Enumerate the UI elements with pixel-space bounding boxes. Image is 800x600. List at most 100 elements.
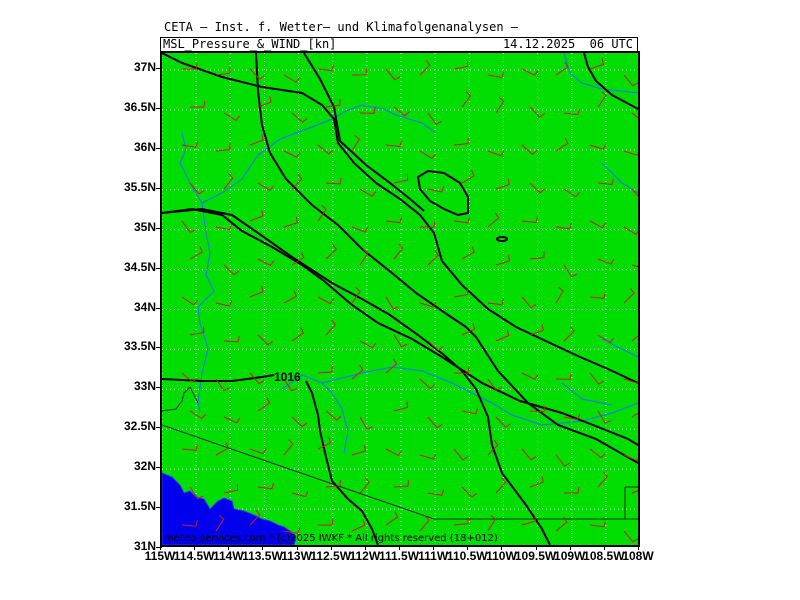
wind-barb — [495, 96, 505, 114]
wind-barb — [589, 220, 607, 229]
valid-time: 14.12.2025 06 UTC — [502, 37, 633, 51]
wind-barb — [317, 205, 327, 222]
wind-barb — [393, 173, 409, 184]
latitude-tick — [156, 187, 162, 189]
wind-barb — [325, 410, 342, 421]
wind-barb — [189, 486, 204, 500]
wind-barb — [461, 170, 475, 184]
wind-barb — [351, 226, 369, 233]
wind-barb — [631, 490, 638, 494]
wind-barb — [631, 412, 638, 418]
wind-barb — [521, 296, 537, 309]
wind-barb — [249, 448, 267, 455]
wind-barb — [461, 323, 476, 336]
wind-barb — [419, 221, 436, 228]
wind-barb — [555, 286, 564, 304]
latitude-label: 35N — [133, 219, 156, 234]
wind-barb — [385, 511, 399, 526]
wind-barb — [317, 144, 334, 155]
wind-barb — [351, 519, 366, 532]
wind-barb — [563, 413, 581, 421]
wind-barb — [215, 223, 233, 231]
wind-barb — [555, 137, 569, 152]
wind-barb — [325, 99, 341, 108]
wind-barb — [419, 378, 436, 390]
wind-barb — [317, 296, 335, 305]
wind-barb — [487, 212, 500, 228]
longitude-tick — [638, 545, 639, 550]
wind-barb — [427, 340, 444, 351]
wind-barb — [223, 112, 241, 122]
wind-barb — [597, 471, 608, 488]
latitude-tick — [156, 307, 162, 309]
wind-barb — [555, 373, 572, 380]
wind-barb — [495, 178, 510, 190]
latitude-label: 33.5N — [123, 339, 156, 354]
longitude-tick — [228, 545, 230, 550]
wind-barb — [257, 182, 275, 191]
wind-barb — [597, 178, 614, 185]
wind-barb — [215, 300, 233, 307]
wind-barb — [257, 258, 275, 267]
wind-barb — [589, 292, 606, 299]
wind-barb — [385, 216, 402, 224]
map-canvas — [162, 53, 638, 545]
wind-barb — [427, 186, 445, 193]
wind-barb — [529, 251, 545, 260]
longitude-tick — [399, 545, 400, 550]
latitude-tick — [156, 507, 162, 509]
wind-barb — [181, 444, 198, 451]
wind-barb — [589, 372, 605, 385]
longitude-label: 114.5W — [173, 549, 215, 563]
wind-barb — [453, 288, 469, 298]
wind-barb — [495, 477, 507, 494]
longitude-label: 109W — [554, 549, 586, 563]
lake-water — [162, 472, 297, 545]
wind-barb — [283, 290, 297, 304]
wind-barb — [453, 448, 469, 461]
wind-barb — [623, 74, 638, 87]
product-label: MSL_Pressure_&_WIND_[kn] — [163, 37, 337, 51]
wind-barb — [283, 527, 301, 535]
wind-barb — [385, 358, 398, 374]
latitude-label: 37N — [133, 60, 156, 74]
rivers — [179, 53, 638, 454]
wind-barb — [223, 173, 234, 190]
latitude-label: 31.5N — [123, 499, 156, 514]
wind-barb — [223, 335, 240, 343]
wind-barb — [325, 244, 337, 260]
wind-barb — [351, 287, 361, 304]
wind-barb — [563, 487, 580, 494]
wind-barb — [291, 490, 309, 498]
latitude-tick — [156, 547, 162, 548]
wind-barb — [351, 134, 361, 152]
longitude-label: 111.5W — [378, 549, 420, 563]
longitude-tick — [194, 545, 196, 550]
wind-barb — [453, 517, 469, 526]
longitude-label: 113.5W — [242, 549, 283, 563]
wind-barb — [257, 482, 274, 490]
longitude-tick — [467, 545, 469, 550]
wind-barb — [521, 216, 538, 223]
longitude-label: 108W — [622, 549, 654, 563]
longitude-label: 111W — [418, 549, 449, 563]
wind-barb — [359, 248, 369, 266]
wind-barb — [623, 226, 638, 235]
wind-barb — [223, 264, 240, 276]
wind-barb — [529, 106, 545, 118]
wind-barb — [317, 519, 334, 526]
latitude-label: 36N — [133, 139, 156, 154]
wind-barb — [555, 516, 568, 532]
wind-barb — [181, 372, 198, 383]
wind-barb — [325, 319, 337, 336]
wind-barb — [487, 150, 505, 157]
wind-barb — [623, 378, 638, 384]
wind-barb — [385, 140, 402, 148]
wind-barb — [495, 254, 510, 266]
longitude-label: 110W — [486, 549, 517, 563]
wind-barb — [589, 448, 606, 459]
wind-barb — [215, 442, 229, 456]
wind-barb — [215, 514, 225, 532]
wind-barb — [283, 150, 301, 158]
longitude-tick — [262, 545, 264, 550]
